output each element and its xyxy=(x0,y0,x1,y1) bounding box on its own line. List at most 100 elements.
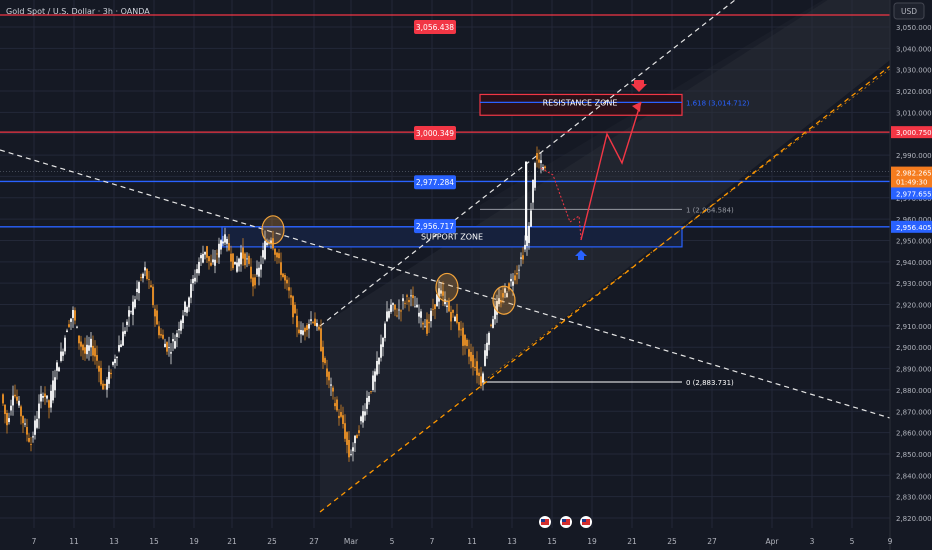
candle-body xyxy=(286,279,288,284)
time-tick-label: 27 xyxy=(309,537,319,546)
fib-1-label: 1 (2,964.584) xyxy=(686,206,734,214)
candle-body xyxy=(266,242,268,246)
candle-body xyxy=(440,290,442,294)
candle-body xyxy=(34,420,36,435)
candle-body xyxy=(390,304,392,312)
candle-body xyxy=(448,301,450,312)
candle-body xyxy=(98,365,100,372)
candle-body xyxy=(530,210,532,227)
candle-body xyxy=(380,344,382,358)
candle-body xyxy=(494,306,496,320)
candle-body xyxy=(210,262,212,266)
candle-body xyxy=(240,252,242,265)
candle-body xyxy=(232,253,234,269)
currency-label: USD xyxy=(901,7,917,16)
candle-body xyxy=(160,334,162,336)
candle-body xyxy=(64,337,66,352)
candle-body xyxy=(86,344,88,355)
candle-body xyxy=(316,323,318,327)
price-axis-badge-text: 2,977.655 xyxy=(896,190,932,198)
time-tick-label: 25 xyxy=(267,537,277,546)
candle-body xyxy=(392,303,394,305)
up-arrow-icon xyxy=(575,250,587,260)
candle-body xyxy=(20,406,22,417)
price-axis: USD 3,050.000 3,040.000 3,030.000 3,020.000 3… xyxy=(889,0,932,550)
level-label-bg xyxy=(414,219,456,234)
projection-path xyxy=(580,101,642,241)
candle-body xyxy=(458,322,460,331)
candle-body xyxy=(78,335,80,344)
candle-body xyxy=(94,348,96,357)
candle-body xyxy=(430,310,432,322)
candle-body xyxy=(310,319,312,321)
price-tick-label: 2,990.000 xyxy=(896,152,932,160)
candle-body xyxy=(72,310,74,318)
candle-body xyxy=(280,262,282,275)
candle-body xyxy=(472,354,474,368)
candle-body xyxy=(68,324,70,327)
price-axis-badge: 2,956.405 xyxy=(891,220,932,233)
candle-body xyxy=(382,337,384,347)
candle-body xyxy=(274,248,276,255)
candle-body xyxy=(288,287,290,291)
time-tick-label: 7 xyxy=(32,537,37,546)
candle-body xyxy=(428,321,430,324)
candle-body xyxy=(504,288,506,293)
candle-body xyxy=(414,306,416,308)
candle-body xyxy=(456,313,458,323)
candle-body xyxy=(350,454,352,456)
candle-body xyxy=(372,375,374,390)
touch-circle xyxy=(435,272,459,303)
candle-body xyxy=(242,247,244,259)
candle-body xyxy=(262,250,264,258)
candle-body xyxy=(528,225,530,243)
candle-body xyxy=(38,403,40,419)
price-axis-badge-text: 3,000.750 xyxy=(896,129,932,137)
candle-body xyxy=(276,252,278,258)
candle-body xyxy=(144,267,146,271)
price-axis-badge-bg xyxy=(891,175,932,188)
event-flag-icon xyxy=(560,516,572,528)
candle-body xyxy=(208,256,210,262)
candle-body xyxy=(300,329,302,335)
price-axis-badge: 2,977.655 xyxy=(891,187,932,200)
level-label-bg xyxy=(414,125,456,140)
candle-body xyxy=(412,295,414,299)
price-tick-label: 3,040.000 xyxy=(896,45,932,53)
candle-body xyxy=(58,367,60,372)
event-icon-canton xyxy=(562,519,566,522)
candle-body xyxy=(88,345,90,351)
candle-body xyxy=(454,316,456,322)
price-axis-badge-bg xyxy=(891,126,932,139)
candle-body xyxy=(194,277,196,282)
candle-body xyxy=(110,372,112,375)
candle-body xyxy=(196,269,198,274)
fib-1618-label: 1.618 (3,014.712) xyxy=(686,99,750,107)
candle-body xyxy=(166,342,168,352)
event-icon-canton xyxy=(582,519,586,522)
candle-body xyxy=(52,380,54,401)
candle-body xyxy=(218,243,220,258)
candle-body xyxy=(510,278,512,282)
candle-body xyxy=(326,368,328,377)
candle-body xyxy=(102,383,104,390)
price-tick-label: 2,820.000 xyxy=(896,515,932,523)
candle-body xyxy=(182,315,184,324)
candle-body xyxy=(284,275,286,281)
candle-body xyxy=(220,240,222,250)
candle-body xyxy=(498,298,500,305)
candle-body xyxy=(486,342,488,356)
channel-fill-inner xyxy=(480,0,890,384)
candle-body xyxy=(146,268,148,279)
candle-body xyxy=(150,285,152,288)
price-tick-label: 2,940.000 xyxy=(896,259,932,267)
candle-body xyxy=(74,310,76,321)
resistance-zone xyxy=(479,93,683,116)
candle-body xyxy=(328,371,330,381)
price-tick-label: 3,010.000 xyxy=(896,109,932,117)
candle-body xyxy=(434,304,436,310)
candle-body xyxy=(112,361,114,365)
candle-body xyxy=(462,327,464,346)
